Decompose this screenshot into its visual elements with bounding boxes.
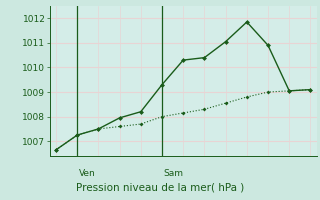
Text: Pression niveau de la mer( hPa ): Pression niveau de la mer( hPa ) <box>76 182 244 192</box>
Text: Sam: Sam <box>163 169 183 178</box>
Text: Ven: Ven <box>78 169 95 178</box>
